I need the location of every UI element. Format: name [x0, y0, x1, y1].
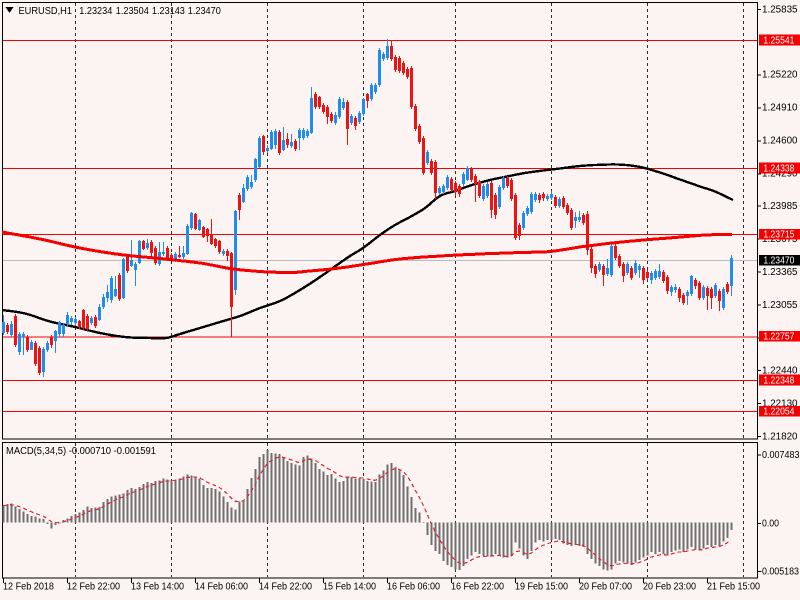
svg-text:1.24910: 1.24910: [762, 103, 798, 114]
svg-text:-0.005183: -0.005183: [759, 567, 799, 578]
svg-text:MACD(5,34,5) -0.000710 -0.0015: MACD(5,34,5) -0.000710 -0.001591: [6, 446, 156, 457]
svg-text:1.22054: 1.22054: [763, 407, 794, 418]
svg-text:1.25835: 1.25835: [762, 4, 798, 15]
svg-text:1.23470: 1.23470: [763, 256, 794, 267]
svg-text:20 Feb 23:00: 20 Feb 23:00: [643, 582, 696, 593]
svg-text:1.25541: 1.25541: [763, 35, 794, 46]
svg-text:1.22440: 1.22440: [762, 365, 798, 376]
svg-text:1.23470: 1.23470: [188, 6, 221, 17]
svg-text:16 Feb 06:00: 16 Feb 06:00: [387, 582, 440, 593]
svg-text:1.24338: 1.24338: [763, 163, 794, 174]
svg-text:1.23055: 1.23055: [762, 300, 798, 311]
svg-text:1.24600: 1.24600: [762, 136, 798, 147]
svg-text:1.23504: 1.23504: [116, 6, 149, 17]
svg-text:0.007483: 0.007483: [762, 450, 800, 461]
svg-text:1.23715: 1.23715: [763, 230, 794, 241]
svg-text:1.24290: 1.24290: [762, 169, 798, 180]
svg-text:14 Feb 22:00: 14 Feb 22:00: [259, 582, 312, 593]
svg-text:1.22757: 1.22757: [763, 332, 794, 343]
svg-text:16 Feb 22:00: 16 Feb 22:00: [451, 582, 504, 593]
svg-text:1.23985: 1.23985: [762, 201, 798, 212]
svg-text:20 Feb 07:00: 20 Feb 07:00: [579, 582, 632, 593]
svg-text:EURUSD,H1: EURUSD,H1: [19, 6, 73, 17]
svg-text:12 Feb 2018: 12 Feb 2018: [3, 582, 54, 593]
svg-text:1.23365: 1.23365: [762, 267, 798, 278]
svg-text:21 Feb 15:00: 21 Feb 15:00: [707, 582, 760, 593]
svg-text:12 Feb 22:00: 12 Feb 22:00: [67, 582, 120, 593]
svg-text:1.23234: 1.23234: [79, 6, 112, 17]
svg-text:1.22348: 1.22348: [763, 375, 794, 386]
svg-text:1.21820: 1.21820: [762, 431, 798, 442]
svg-text:19 Feb 15:00: 19 Feb 15:00: [515, 582, 568, 593]
svg-text:1.22130: 1.22130: [762, 398, 798, 409]
svg-text:1.23143: 1.23143: [152, 6, 185, 17]
svg-text:1.25220: 1.25220: [762, 70, 798, 81]
svg-text:15 Feb 14:00: 15 Feb 14:00: [323, 582, 376, 593]
svg-text:14 Feb 06:00: 14 Feb 06:00: [195, 582, 248, 593]
svg-text:0.00: 0.00: [762, 519, 779, 530]
svg-text:13 Feb 14:00: 13 Feb 14:00: [131, 582, 184, 593]
